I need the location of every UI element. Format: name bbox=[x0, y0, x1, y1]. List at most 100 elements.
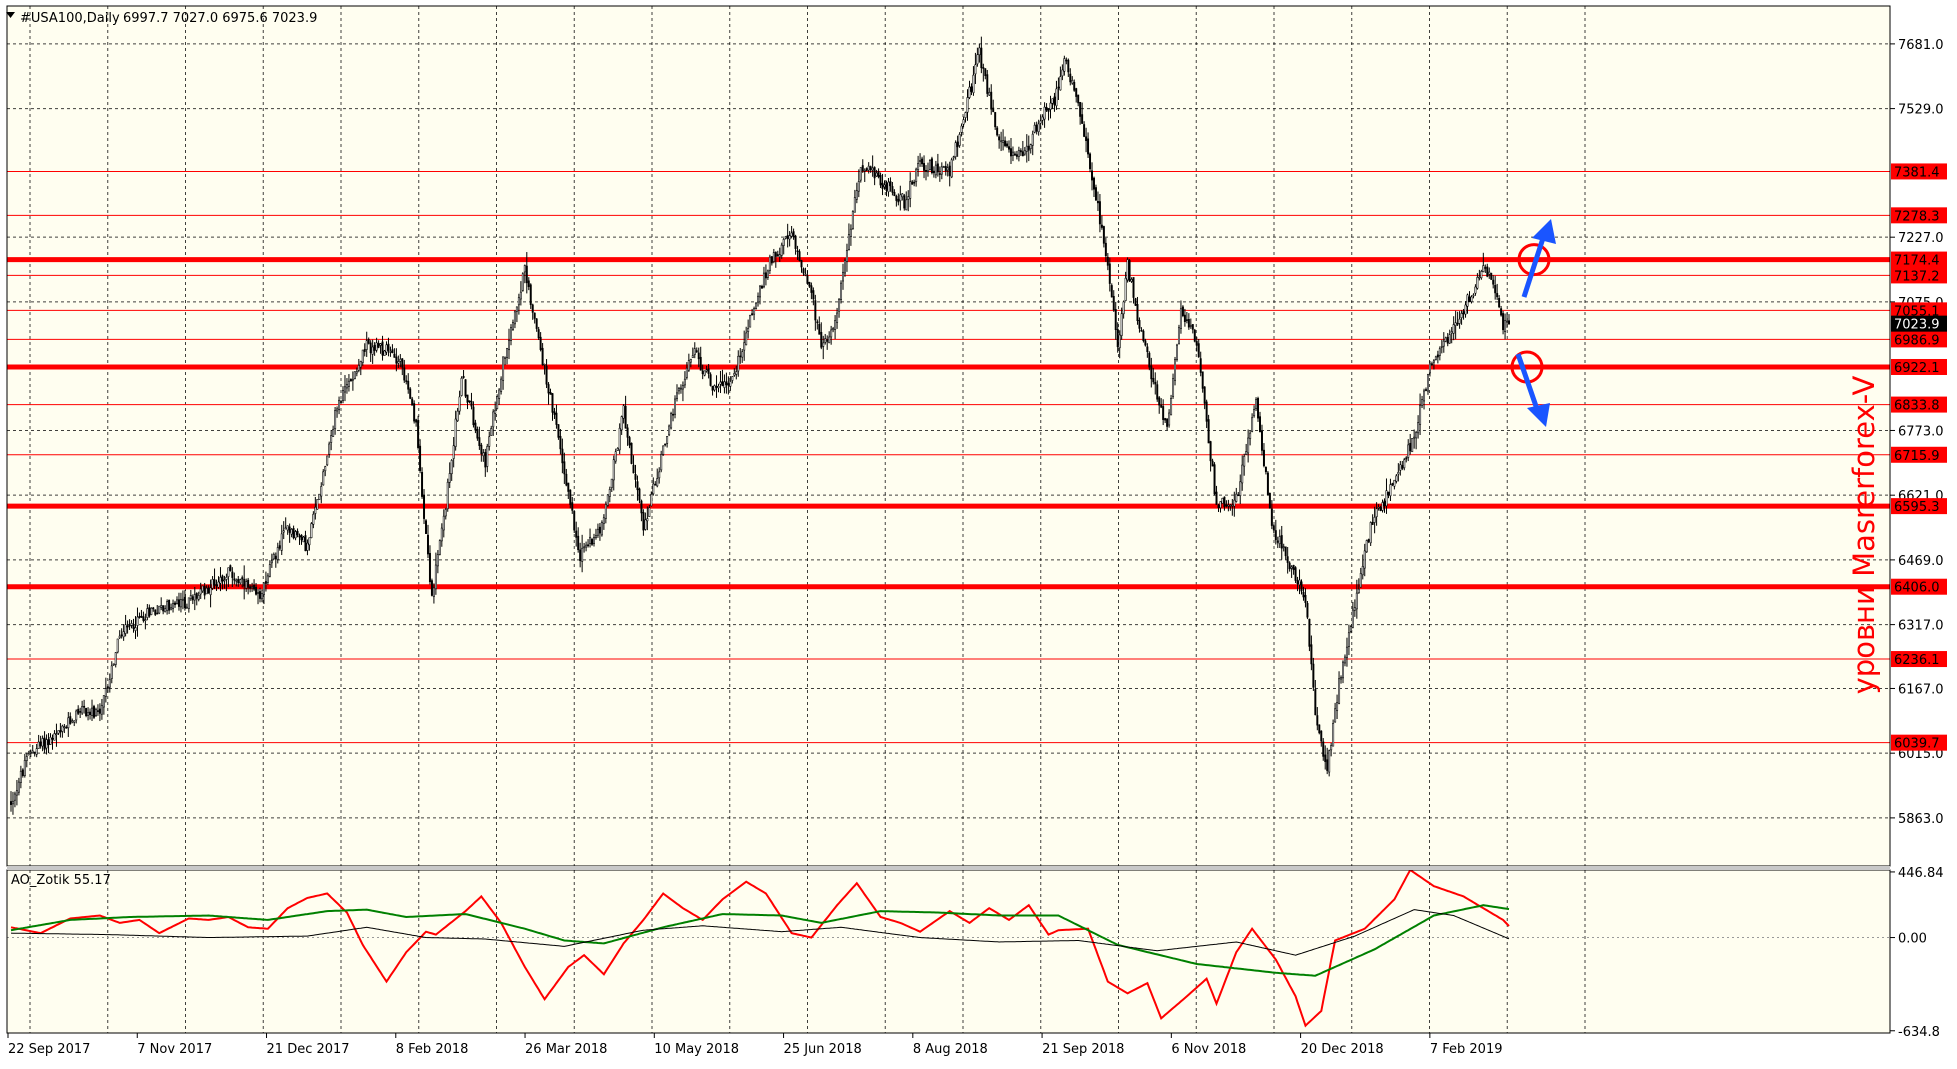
candle-body bbox=[1195, 341, 1198, 346]
candle-body bbox=[233, 578, 236, 581]
candle-body bbox=[419, 445, 422, 471]
candle-body bbox=[296, 530, 299, 536]
candle-body bbox=[1349, 626, 1352, 632]
candle-body bbox=[784, 236, 787, 239]
candle-body bbox=[399, 358, 402, 362]
candle-body bbox=[1373, 516, 1376, 523]
candle-body bbox=[776, 254, 779, 257]
candle-body bbox=[573, 511, 576, 531]
candle-body bbox=[1466, 294, 1469, 307]
candle-body bbox=[328, 443, 331, 455]
candle-body bbox=[683, 378, 686, 386]
candle-body bbox=[513, 311, 516, 325]
candle-body bbox=[47, 739, 50, 746]
candle-body bbox=[747, 327, 750, 333]
candle-body bbox=[492, 411, 495, 428]
candle-body bbox=[527, 280, 530, 287]
candle-body bbox=[363, 349, 366, 352]
candle-body bbox=[705, 369, 708, 372]
annotations bbox=[1510, 219, 1556, 427]
candle-body bbox=[373, 345, 376, 351]
candle-body bbox=[883, 184, 886, 188]
candle-body bbox=[502, 356, 505, 381]
time-tick-label: 20 Dec 2018 bbox=[1301, 1042, 1384, 1057]
candle-body bbox=[1150, 365, 1153, 380]
candle-body bbox=[85, 707, 88, 716]
candle-body bbox=[628, 437, 631, 446]
candle-body bbox=[357, 365, 360, 371]
candle-body bbox=[217, 581, 220, 588]
candle-body bbox=[1091, 170, 1094, 181]
candle-body bbox=[650, 493, 653, 507]
candle-body bbox=[1043, 106, 1046, 120]
candle-body bbox=[290, 529, 293, 535]
candle-body bbox=[1318, 724, 1321, 734]
candle-body bbox=[1249, 432, 1252, 440]
ao-green-line bbox=[10, 904, 1510, 977]
candle-body bbox=[836, 312, 839, 323]
candle-body bbox=[731, 376, 734, 381]
candle-body bbox=[677, 388, 680, 392]
candle-body bbox=[504, 356, 507, 359]
level-label: 7278.3 bbox=[1894, 209, 1940, 224]
candle-body bbox=[1041, 116, 1044, 121]
candle-body bbox=[679, 387, 682, 390]
candle-body bbox=[432, 587, 435, 597]
candle-body bbox=[126, 625, 129, 628]
dropdown-triangle-icon[interactable] bbox=[6, 12, 15, 18]
candle-body bbox=[1006, 143, 1009, 147]
candle-body bbox=[162, 605, 165, 612]
time-tick-label: 6 Nov 2018 bbox=[1171, 1042, 1246, 1057]
candle-body bbox=[1004, 140, 1007, 146]
candle-body bbox=[1478, 276, 1481, 279]
candle-body bbox=[286, 525, 289, 531]
candle-body bbox=[1023, 150, 1026, 155]
indicator-tick-label: 0.00 bbox=[1898, 932, 1927, 947]
candle-body bbox=[257, 592, 260, 594]
candle-body bbox=[843, 260, 846, 274]
candle-body bbox=[1438, 348, 1441, 356]
level-label: 7137.2 bbox=[1894, 269, 1940, 284]
candle-body bbox=[468, 400, 471, 402]
current-price-label: 7023.9 bbox=[1894, 318, 1940, 333]
candle-body bbox=[247, 579, 250, 588]
candle-body bbox=[711, 385, 714, 391]
candle-body bbox=[91, 707, 94, 716]
candle-body bbox=[1428, 363, 1431, 374]
candle-body bbox=[974, 64, 977, 75]
candle-body bbox=[681, 385, 684, 390]
candle-body bbox=[158, 605, 161, 614]
candle-body bbox=[1229, 505, 1232, 507]
candle-body bbox=[549, 391, 552, 395]
candle-body bbox=[762, 272, 765, 288]
candle-body bbox=[1138, 320, 1141, 329]
candle-body bbox=[1474, 286, 1477, 294]
candle-body bbox=[1326, 759, 1329, 771]
candle-body bbox=[1448, 334, 1451, 344]
candle-body bbox=[189, 595, 192, 599]
candle-body bbox=[998, 136, 1001, 141]
candle-body bbox=[332, 429, 335, 437]
candle-body bbox=[1377, 506, 1380, 509]
candle-body bbox=[774, 252, 777, 257]
ao-indicator bbox=[10, 868, 1510, 1028]
candle-body bbox=[1446, 336, 1449, 344]
candle-body bbox=[1328, 750, 1331, 773]
candle-body bbox=[634, 474, 637, 480]
candle-body bbox=[602, 517, 605, 525]
candle-body bbox=[1355, 592, 1358, 610]
candle-body bbox=[689, 358, 692, 363]
candle-body bbox=[596, 528, 599, 536]
candle-body bbox=[1067, 59, 1070, 73]
candle-body bbox=[1391, 483, 1394, 485]
candle-body bbox=[148, 607, 151, 617]
candle-body bbox=[745, 332, 748, 346]
candle-body bbox=[581, 547, 584, 562]
candle-body bbox=[282, 530, 285, 533]
candle-body bbox=[1371, 522, 1374, 525]
candle-body bbox=[812, 290, 815, 300]
candle-body bbox=[156, 612, 159, 615]
candle-body bbox=[1057, 86, 1060, 89]
